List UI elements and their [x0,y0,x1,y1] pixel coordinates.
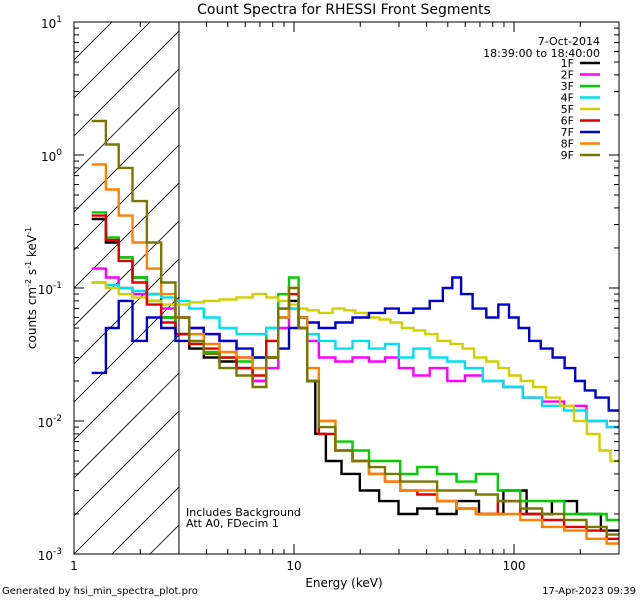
excluded-region [74,22,640,554]
annotation-attenuator: Att A0, FDecim 1 [186,517,279,530]
legend-label-3F: 3F [561,80,574,93]
x-axis-label: Energy (keV) [305,576,382,590]
legend-label-6F: 6F [561,115,574,128]
y-tick-label: 100 [41,148,62,164]
y-tick-label: 101 [41,15,62,31]
hatch-line [74,106,179,213]
legend: 7-Oct-2014 18:39:00 to 18:40:00 1F2F3F4F… [483,35,600,162]
y-axis-label: counts cm-2 s-1 keV-1 [24,227,39,349]
y-tick-label: 10-3 [38,547,62,563]
series-line-8F [91,163,619,545]
y-tick-label: 10-1 [38,281,62,297]
series-line-1F [91,217,619,532]
hatch-line [74,68,179,175]
x-tick-label: 100 [503,559,526,573]
legend-time-range: 18:39:00 to 18:40:00 [483,47,600,60]
legend-label-7F: 7F [561,126,574,139]
hatch-line [74,30,179,137]
series-line-9F [91,119,619,536]
chart-title: Count Spectra for RHESSI Front Segments [197,2,491,18]
axis-ticks: 1 10 100 10-3 10-2 10-1 100 101 [38,15,620,573]
legend-label-1F: 1F [561,57,574,70]
legend-label-5F: 5F [561,103,574,116]
hatch-line [74,448,179,554]
legend-label-9F: 9F [561,149,574,162]
footer-timestamp: 17-Apr-2023 09:39 [542,586,636,597]
hatch-line [530,22,640,554]
hatch-line [74,258,179,365]
annotation-background: Includes Background [186,506,301,519]
y-tick-label: 10-2 [38,414,62,430]
footer-generated-by: Generated by hsi_min_spectra_plot.pro [2,586,198,597]
hatch-line [74,372,179,479]
legend-date: 7-Oct-2014 [538,35,600,48]
legend-label-2F: 2F [561,69,574,82]
hatch-line [568,22,640,554]
hatch-line [74,410,179,517]
series-group [91,119,619,545]
legend-label-8F: 8F [561,138,574,151]
x-tick-label: 10 [286,559,301,573]
series-line-6F [91,214,619,540]
legend-label-4F: 4F [561,92,574,105]
x-tick-label: 1 [70,559,78,573]
